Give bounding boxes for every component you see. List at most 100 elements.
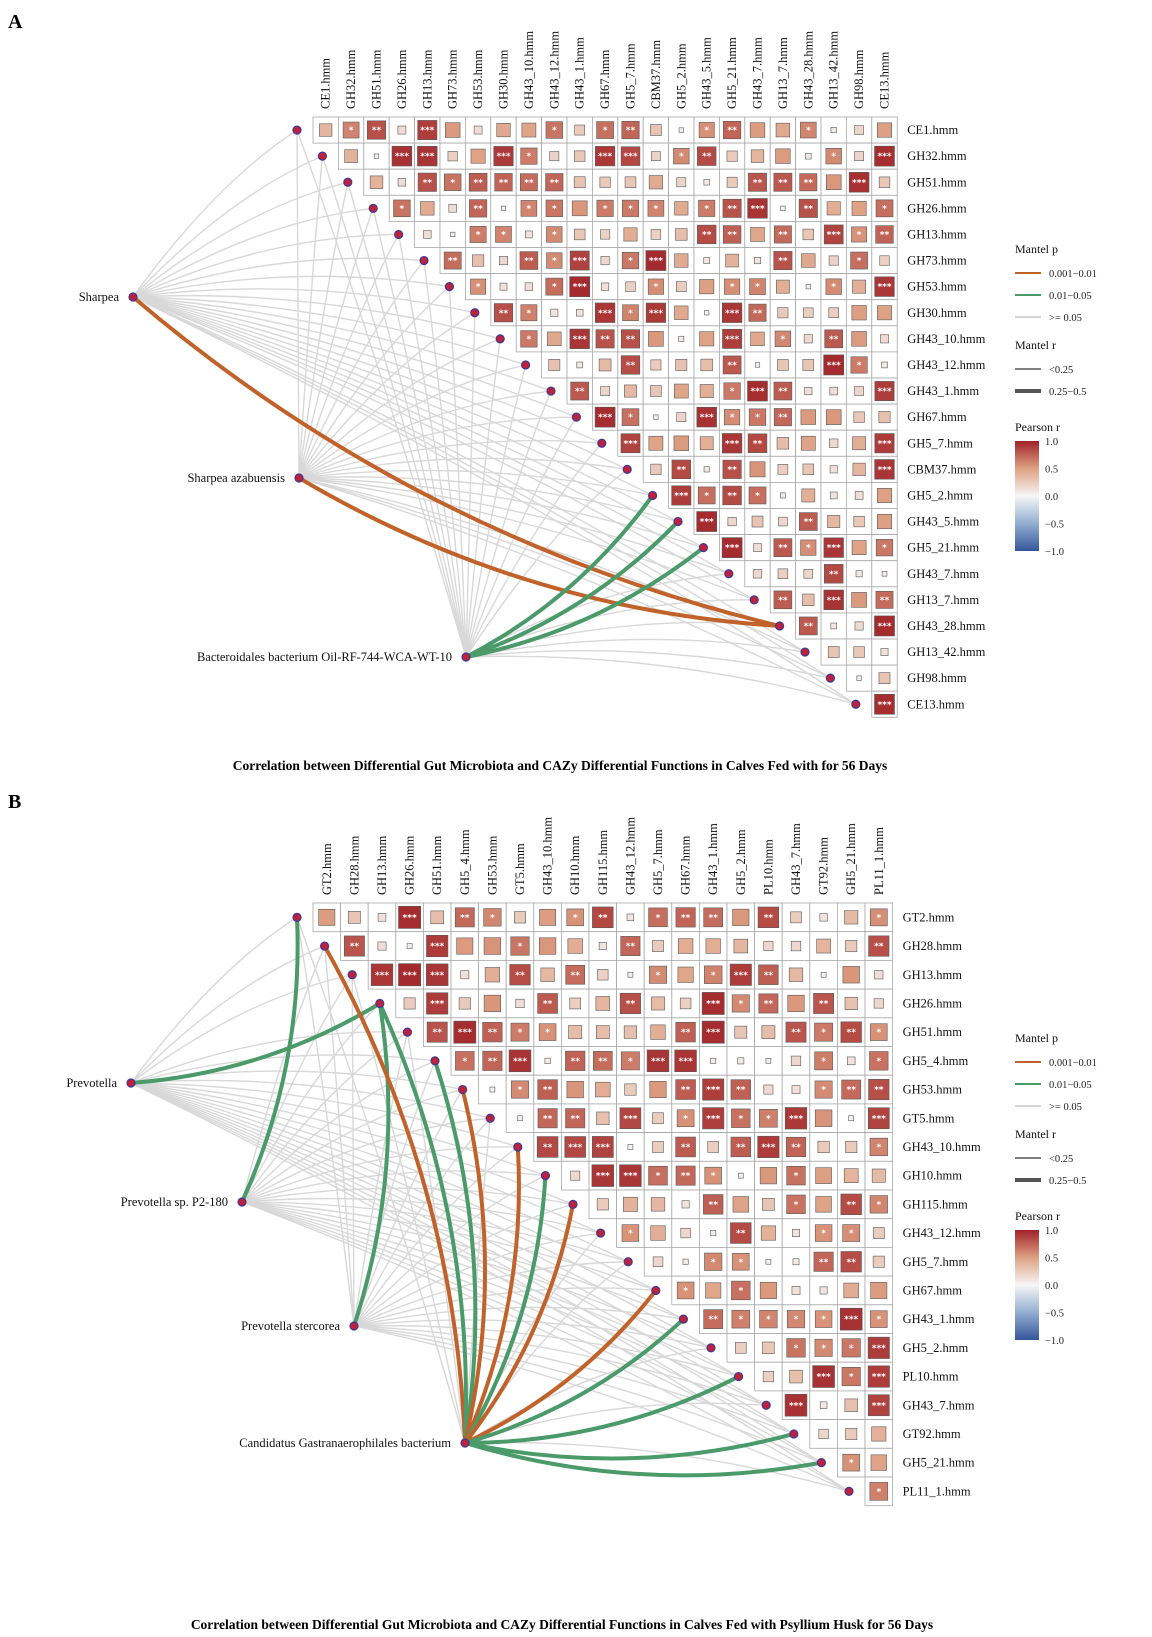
heatmap-square [800, 435, 816, 451]
mantel-link-0-01-0-05 [463, 1431, 796, 1461]
heatmap-square [747, 433, 768, 453]
heatmap-cell [616, 1218, 645, 1248]
heatmap-square [678, 127, 684, 133]
column-label: GH67.hmm [679, 835, 693, 895]
heatmap-square [749, 461, 766, 478]
row-label: CBM37.hmm [907, 462, 976, 476]
function-node [800, 647, 810, 657]
mantel-link-nonsig [353, 1325, 822, 1464]
row-label: GH43_12.hmm [903, 1226, 981, 1240]
heatmap-square [576, 361, 583, 369]
significance-marker: ** [846, 1028, 856, 1038]
significance-marker: * [876, 1200, 881, 1210]
significance-marker: ** [846, 1200, 856, 1210]
heatmap-square [576, 309, 584, 317]
mantel-link-0-01-0-05 [463, 1441, 824, 1478]
heatmap-square [675, 228, 688, 241]
heatmap-square [648, 175, 663, 190]
heatmap-square [844, 1398, 858, 1412]
heatmap-square [398, 905, 421, 929]
mantel-link-nonsig [132, 296, 526, 366]
heatmap-square [842, 1453, 860, 1472]
row-label: GH32.hmm [907, 149, 967, 163]
row-label: GH43_1.hmm [903, 1312, 975, 1326]
heatmap-square [455, 1051, 475, 1071]
column-label: GH67.hmm [598, 49, 612, 109]
significance-marker: ** [626, 999, 636, 1009]
significance-marker: * [527, 204, 532, 214]
heatmap-square [676, 412, 687, 423]
significance-marker: ** [570, 1057, 580, 1067]
heatmap-square [731, 1280, 751, 1301]
significance-marker: *** [827, 544, 841, 554]
heatmap-square [675, 907, 696, 928]
heatmap-square [510, 1022, 530, 1042]
significance-marker: * [876, 913, 881, 923]
heatmap-square [786, 1166, 806, 1186]
significance-marker: ** [626, 361, 636, 371]
heatmap-square [777, 568, 789, 579]
heatmap-square [730, 1136, 751, 1158]
column-label: GH43_28.hmm [801, 31, 815, 109]
heatmap-square [853, 411, 865, 423]
heatmap-square [456, 937, 474, 955]
significance-marker: ** [846, 1258, 856, 1268]
mantel-link-0-01-0-05 [129, 1001, 382, 1085]
heatmap-square [622, 1196, 638, 1212]
row-label: GH5_21.hmm [907, 541, 979, 555]
significance-marker: *** [623, 152, 637, 162]
significance-marker: * [821, 1057, 826, 1067]
column-label: GH43_1.hmm [573, 37, 587, 109]
heatmap-square [454, 907, 475, 928]
significance-marker: *** [573, 257, 587, 267]
heatmap-square [825, 174, 842, 191]
heatmap-square [844, 910, 859, 925]
heatmap-square [842, 966, 860, 984]
heatmap-square [850, 251, 868, 270]
mantel-link-0-01-0-05 [464, 493, 655, 659]
heatmap-square [853, 646, 865, 658]
heatmap-square [787, 994, 805, 1012]
heatmap-square [366, 120, 387, 140]
significance-marker: * [527, 309, 532, 319]
significance-marker: *** [598, 309, 612, 319]
significance-marker: * [821, 1028, 826, 1038]
column-label: GH5_2.hmm [674, 43, 688, 109]
mantel-link-nonsig [351, 974, 355, 1327]
heatmap-square [851, 331, 867, 347]
function-node [851, 699, 861, 709]
function-node [673, 516, 683, 527]
significance-marker: ** [778, 257, 788, 267]
heatmap-square [675, 1079, 696, 1100]
significance-marker: * [476, 283, 481, 293]
heatmap-square [650, 124, 662, 136]
mantel-link-nonsig [132, 296, 679, 523]
heatmap-square [824, 329, 843, 349]
heatmap-square [508, 1049, 532, 1073]
significance-marker: * [490, 913, 495, 923]
heatmap-square [800, 121, 817, 139]
mantel-link-nonsig [298, 390, 552, 479]
row-label: GH53.hmm [907, 280, 967, 294]
heatmap-square [773, 538, 793, 557]
heatmap-square [724, 278, 741, 295]
significance-marker: * [552, 126, 557, 136]
heatmap-square [417, 146, 438, 167]
heatmap-square [679, 997, 692, 1010]
significance-marker: ** [819, 1258, 829, 1268]
heatmap-square [472, 254, 485, 267]
significance-marker: * [766, 1315, 771, 1325]
significance-marker: ** [791, 1143, 801, 1153]
significance-marker: ** [708, 1200, 718, 1210]
heatmap-square [845, 1427, 858, 1440]
heatmap-square [869, 1482, 889, 1501]
heatmap-square [591, 1136, 614, 1158]
legend-title: Mantel r [1015, 1127, 1056, 1141]
heatmap-square [430, 910, 444, 925]
significance-marker: ** [778, 387, 788, 397]
mantel-link-nonsig [296, 130, 300, 479]
heatmap-square [774, 330, 792, 348]
significance-marker: ** [702, 152, 712, 162]
mantel-link-nonsig [241, 1201, 795, 1435]
heatmap-square [846, 1056, 856, 1066]
